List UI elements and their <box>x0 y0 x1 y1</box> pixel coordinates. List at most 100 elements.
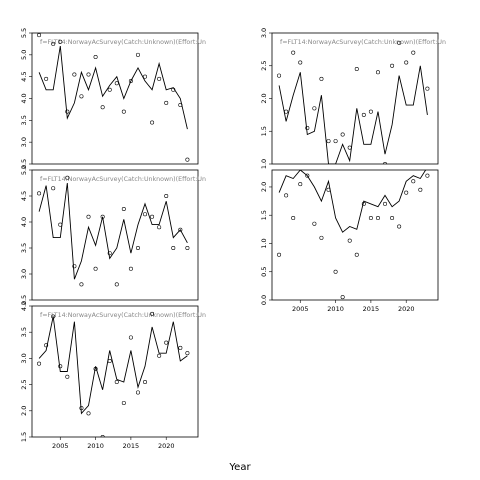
observed-point <box>93 55 98 60</box>
panel-frame <box>31 169 199 301</box>
observed-point <box>157 353 162 358</box>
observed-point <box>284 193 289 198</box>
observed-point <box>72 264 77 269</box>
observed-point <box>150 214 155 219</box>
observed-point <box>51 314 56 319</box>
observed-point <box>171 246 176 251</box>
observed-point <box>164 194 169 199</box>
y-tick-label: 1.0 <box>260 159 268 169</box>
observed-point <box>397 40 402 45</box>
observed-point <box>404 190 409 195</box>
observed-point <box>319 235 324 240</box>
fitted-line <box>278 65 428 164</box>
observed-point <box>305 173 310 178</box>
observed-point <box>93 366 98 371</box>
y-tick-label: 2.5 <box>20 159 28 169</box>
observed-point <box>128 266 133 271</box>
panel-4: f=FLT14:NorwayAcSurvey(Catch:Unknown)(Ef… <box>260 28 446 169</box>
y-tick-label: 4.0 <box>20 301 28 311</box>
observed-point <box>72 72 77 77</box>
observed-point <box>411 50 416 55</box>
observed-point <box>93 266 98 271</box>
observed-point <box>425 173 430 178</box>
observed-point <box>383 162 388 164</box>
y-tick-label: 1.5 <box>260 126 268 136</box>
panel-title: f=FLT14:NorwayAcSurvey(Catch:Unknown)(Ef… <box>40 39 206 46</box>
observed-point <box>284 109 289 114</box>
observed-point <box>291 50 296 55</box>
panel-3: f=FLT14:NorwayAcSurvey(Catch:Unknown)(Ef… <box>20 301 206 450</box>
observed-point <box>340 295 345 300</box>
y-tick-label: 2.5 <box>20 295 28 305</box>
fitted-line <box>278 170 427 233</box>
observed-point <box>171 87 176 92</box>
observed-point <box>86 411 91 416</box>
observed-point <box>164 100 169 105</box>
observed-point <box>107 87 112 92</box>
observed-point <box>375 70 380 75</box>
y-tick-label: 4.5 <box>20 191 28 201</box>
observed-point <box>418 187 423 192</box>
observed-point <box>65 109 70 114</box>
observed-point <box>326 187 331 192</box>
y-tick-label: 1.5 <box>20 432 28 442</box>
observed-point <box>143 74 148 79</box>
panel-2: f=FLT14:NorwayAcSurvey(Catch:Unknown)(Ef… <box>20 165 206 305</box>
x-tick-label: 2005 <box>52 442 69 450</box>
y-tick-label: 3.0 <box>20 269 28 279</box>
observed-point <box>354 67 359 72</box>
panel-data <box>37 311 190 437</box>
observed-point <box>312 106 317 111</box>
panel-data <box>277 170 430 300</box>
observed-point <box>340 132 345 137</box>
y-tick-label: 3.5 <box>20 115 28 125</box>
observed-point <box>185 351 190 356</box>
observed-point <box>100 435 105 437</box>
observed-point <box>100 105 105 110</box>
observed-point <box>58 222 63 227</box>
observed-point <box>312 221 317 226</box>
panel-5: 0.0 0.5 1.0 1.5 2.0 2005 2010 2015 2020 <box>260 169 439 313</box>
observed-point <box>114 282 119 287</box>
y-tick-label: 5.0 <box>20 165 28 175</box>
observed-point <box>347 145 352 150</box>
x-tick-label: 2020 <box>158 442 175 450</box>
y-tick-label: 4.0 <box>20 217 28 227</box>
panel-frame <box>31 32 199 165</box>
observed-point <box>164 340 169 345</box>
observed-point <box>44 343 49 348</box>
observed-point <box>37 361 42 366</box>
observed-point <box>79 406 84 411</box>
observed-point <box>121 207 126 212</box>
panel-title: f=FLT14:NorwayAcSurvey(Catch:Unknown)(Ef… <box>280 39 446 46</box>
observed-point <box>114 81 119 86</box>
observed-point <box>178 103 183 108</box>
observed-point <box>178 227 183 232</box>
observed-point <box>100 214 105 219</box>
observed-point <box>44 76 49 81</box>
observed-point <box>277 252 282 257</box>
observed-point <box>425 86 430 91</box>
observed-point <box>51 41 56 46</box>
observed-point <box>404 60 409 65</box>
observed-point <box>107 359 112 364</box>
y-tick-label: 3.0 <box>260 28 268 38</box>
observed-point <box>143 212 148 217</box>
observed-point <box>128 79 133 84</box>
observed-point <box>347 238 352 243</box>
y-tick-label: 5.0 <box>20 50 28 60</box>
y-tick-label: 3.5 <box>20 327 28 337</box>
y-tick-label: 5.5 <box>20 28 28 38</box>
observed-point <box>128 335 133 340</box>
x-tick-label: 2015 <box>123 442 140 450</box>
y-tick-label: 3.5 <box>20 243 28 253</box>
observed-point <box>375 216 380 221</box>
observed-point <box>135 52 140 57</box>
panel-frame <box>271 32 439 165</box>
observed-point <box>411 179 416 184</box>
y-tick-label: 3.0 <box>20 353 28 363</box>
observed-point <box>157 76 162 81</box>
observed-point <box>121 400 126 405</box>
observed-point <box>65 374 70 379</box>
